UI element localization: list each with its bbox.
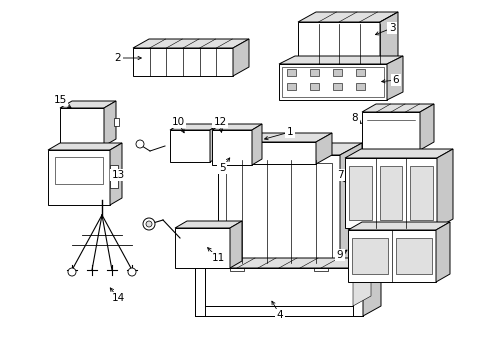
Bar bbox=[379, 166, 402, 220]
Polygon shape bbox=[251, 124, 262, 165]
Polygon shape bbox=[218, 142, 315, 164]
Polygon shape bbox=[379, 12, 397, 66]
Polygon shape bbox=[60, 108, 104, 146]
Polygon shape bbox=[133, 39, 248, 48]
Text: 13: 13 bbox=[111, 170, 124, 180]
Polygon shape bbox=[229, 221, 242, 268]
Text: 5: 5 bbox=[218, 163, 225, 173]
Polygon shape bbox=[212, 130, 251, 165]
Polygon shape bbox=[175, 221, 242, 228]
Ellipse shape bbox=[248, 148, 257, 157]
Text: 15: 15 bbox=[53, 95, 66, 105]
Bar bbox=[356, 228, 364, 236]
Polygon shape bbox=[48, 143, 122, 150]
Circle shape bbox=[136, 140, 143, 148]
Polygon shape bbox=[436, 149, 452, 228]
Polygon shape bbox=[345, 149, 452, 158]
Bar bbox=[309, 83, 318, 90]
Polygon shape bbox=[175, 228, 229, 268]
Bar bbox=[332, 83, 341, 90]
Polygon shape bbox=[195, 306, 362, 316]
Polygon shape bbox=[386, 56, 402, 100]
Polygon shape bbox=[279, 64, 386, 100]
Ellipse shape bbox=[226, 148, 235, 157]
Circle shape bbox=[68, 268, 76, 276]
Bar bbox=[286, 83, 295, 90]
Bar bbox=[309, 69, 318, 76]
Bar bbox=[409, 166, 432, 220]
Polygon shape bbox=[170, 124, 220, 130]
Polygon shape bbox=[110, 143, 122, 205]
Polygon shape bbox=[362, 258, 380, 316]
Polygon shape bbox=[170, 130, 209, 162]
Text: 2: 2 bbox=[115, 53, 121, 63]
Polygon shape bbox=[209, 124, 220, 162]
Bar bbox=[110, 165, 118, 173]
Text: 12: 12 bbox=[213, 117, 226, 127]
Polygon shape bbox=[315, 133, 331, 164]
Polygon shape bbox=[339, 143, 361, 263]
Text: 11: 11 bbox=[211, 253, 224, 263]
Bar bbox=[225, 163, 331, 263]
Polygon shape bbox=[352, 258, 370, 306]
Polygon shape bbox=[48, 150, 110, 205]
Polygon shape bbox=[195, 268, 204, 316]
Bar bbox=[417, 228, 425, 236]
Polygon shape bbox=[345, 158, 436, 228]
Bar bbox=[355, 69, 364, 76]
Circle shape bbox=[142, 218, 155, 230]
Text: 6: 6 bbox=[392, 75, 399, 85]
Text: 9: 9 bbox=[336, 250, 343, 260]
Bar bbox=[348, 166, 371, 220]
Polygon shape bbox=[218, 133, 331, 142]
Polygon shape bbox=[352, 268, 362, 316]
Ellipse shape bbox=[292, 148, 301, 157]
Polygon shape bbox=[419, 104, 433, 150]
Bar bbox=[313, 263, 327, 271]
Polygon shape bbox=[297, 22, 379, 66]
Bar bbox=[355, 83, 364, 90]
Polygon shape bbox=[60, 101, 116, 108]
Polygon shape bbox=[232, 39, 248, 76]
Polygon shape bbox=[212, 124, 262, 130]
Polygon shape bbox=[195, 258, 380, 268]
Polygon shape bbox=[218, 155, 339, 263]
Text: 3: 3 bbox=[388, 23, 394, 33]
Bar bbox=[110, 180, 118, 188]
Text: 10: 10 bbox=[171, 117, 184, 127]
Text: 14: 14 bbox=[111, 293, 124, 303]
Text: 7: 7 bbox=[336, 170, 343, 180]
Polygon shape bbox=[297, 12, 397, 22]
Polygon shape bbox=[361, 104, 433, 112]
Polygon shape bbox=[435, 222, 449, 282]
Text: 8: 8 bbox=[351, 113, 358, 123]
Text: 4: 4 bbox=[276, 310, 283, 320]
Bar bbox=[286, 69, 295, 76]
Bar bbox=[114, 118, 119, 126]
Polygon shape bbox=[104, 101, 116, 146]
Polygon shape bbox=[361, 112, 419, 150]
Polygon shape bbox=[347, 230, 435, 282]
Bar bbox=[386, 228, 394, 236]
Bar bbox=[395, 238, 431, 274]
Ellipse shape bbox=[270, 148, 279, 157]
Circle shape bbox=[128, 268, 136, 276]
Polygon shape bbox=[279, 56, 402, 64]
Polygon shape bbox=[218, 143, 361, 155]
Bar bbox=[332, 69, 341, 76]
Bar bbox=[351, 238, 387, 274]
Bar bbox=[229, 263, 244, 271]
Circle shape bbox=[146, 221, 152, 227]
Text: 1: 1 bbox=[286, 127, 293, 137]
Bar bbox=[55, 157, 103, 184]
Polygon shape bbox=[133, 48, 232, 76]
Bar bbox=[282, 67, 383, 97]
Polygon shape bbox=[347, 222, 449, 230]
